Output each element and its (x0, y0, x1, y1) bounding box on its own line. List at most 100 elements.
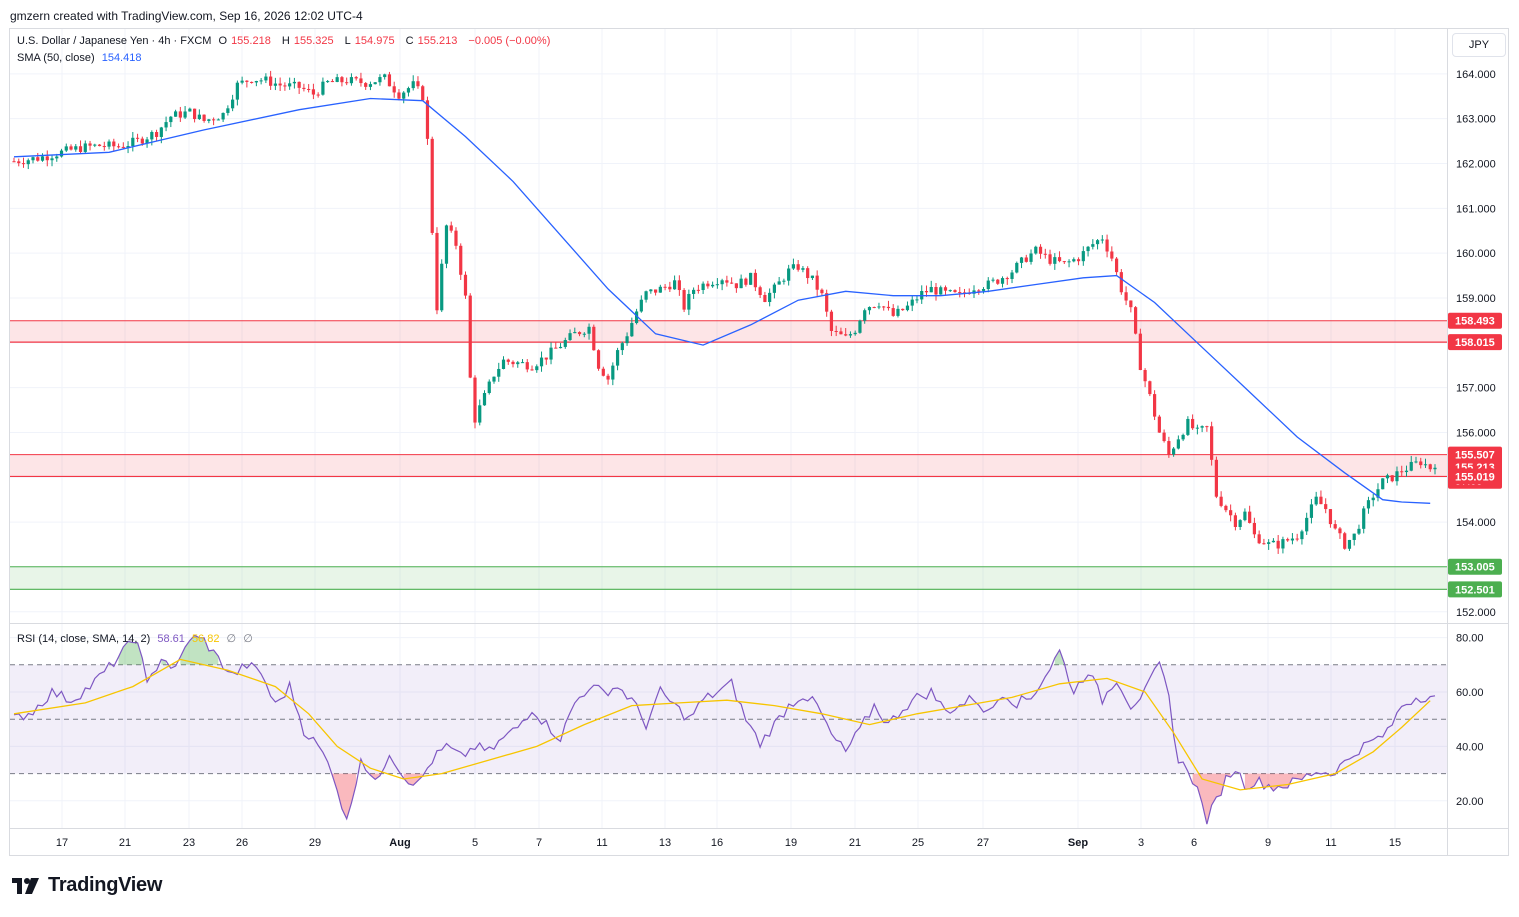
rsi-legend[interactable]: RSI (14, close, SMA, 14, 2) 58.61 56.82 … (17, 632, 257, 645)
candle-body-249 (1195, 427, 1199, 429)
candle-body-264 (1267, 542, 1271, 544)
candle-body-187 (901, 308, 905, 311)
candle-body-63 (311, 89, 316, 95)
candle-body-206 (991, 279, 995, 281)
candle-body-28 (145, 139, 149, 144)
currency-button[interactable]: JPY (1452, 33, 1506, 57)
candle-body-198 (953, 290, 957, 293)
time-tick-17: 6 (1191, 837, 1197, 849)
candle-body-120 (582, 333, 586, 335)
time-tick-1: 21 (119, 837, 131, 849)
candle-body-219 (1053, 257, 1057, 264)
candle-body-275 (1319, 496, 1323, 505)
candle-body-212 (1019, 257, 1024, 263)
candle-body-271 (1300, 531, 1304, 540)
tradingview-logo-icon (12, 877, 39, 894)
candle-body-79 (387, 74, 392, 87)
candle-body-56 (278, 83, 282, 86)
candle-body-38 (192, 108, 197, 120)
header-attribution: gmzern created with TradingView.com, Sep… (10, 9, 363, 23)
candle-body-222 (1067, 261, 1071, 263)
candle-body-81 (397, 92, 401, 99)
candle-body-190 (915, 299, 919, 301)
candle-body-221 (1062, 261, 1066, 263)
candle-body-167 (806, 268, 810, 279)
candle-body-204 (981, 289, 986, 291)
candle-body-149 (720, 280, 724, 285)
rsi-ma-value: 56.82 (191, 633, 220, 645)
candle-body-156 (753, 272, 757, 288)
candle-body-77 (378, 77, 382, 83)
candle-body-215 (1034, 246, 1038, 254)
candle-body-106 (516, 362, 520, 365)
candle-body-94 (459, 245, 463, 275)
candle-body-163 (787, 268, 791, 281)
time-tick-3: 26 (236, 837, 248, 849)
candle-body-159 (768, 292, 772, 302)
candle-body-84 (411, 81, 415, 89)
candle-body-102 (497, 368, 501, 377)
candle-body-258 (1238, 520, 1242, 527)
candle-body-290 (1390, 475, 1394, 482)
candle-body-298 (1428, 464, 1432, 470)
rsi-extra-2: ∅ (243, 633, 253, 645)
candle-body-13 (74, 146, 78, 150)
candle-body-229 (1100, 239, 1104, 241)
candle-body-235 (1129, 300, 1133, 308)
sma-legend[interactable]: SMA (50, close) 154.418 (17, 52, 145, 64)
candle-body-44 (221, 112, 225, 120)
candle-body-42 (212, 119, 216, 121)
candle-body-160 (772, 284, 777, 293)
candle-body-277 (1328, 509, 1333, 525)
candle-body-148 (715, 284, 719, 286)
rsi-line (13, 634, 1436, 825)
candle-body-93 (454, 230, 458, 246)
candle-body-37 (188, 108, 192, 112)
candle-body-119 (577, 332, 582, 335)
rsi-value: 58.61 (157, 633, 185, 645)
candle-body-285 (1366, 500, 1371, 509)
price-label-1: 158.015 (1455, 337, 1495, 349)
candle-body-95 (463, 274, 468, 296)
price-label-box-6 (1448, 581, 1502, 598)
time-tick-9: 13 (659, 837, 671, 849)
candle-body-32 (164, 122, 168, 128)
candle-body-150 (725, 280, 729, 283)
tradingview-wordmark: TradingView (48, 874, 163, 896)
candle-body-207 (996, 279, 1000, 284)
candle-body-80 (392, 86, 396, 93)
candle-body-23 (121, 146, 125, 148)
candle-body-124 (601, 368, 605, 376)
candle-body-131 (634, 311, 639, 324)
candle-body-20 (107, 141, 111, 147)
rsi-tick-3: 20.00 (1456, 796, 1484, 808)
candle-body-250 (1200, 426, 1204, 428)
candle-body-183 (882, 306, 886, 308)
candle-body-98 (478, 405, 482, 423)
price-tick-10: 154.000 (1456, 517, 1496, 529)
candle-body-114 (554, 347, 558, 349)
candle-body-74 (364, 83, 368, 87)
candle-body-112 (544, 357, 548, 360)
candle-body-193 (929, 286, 933, 293)
candle-body-154 (744, 278, 748, 285)
candle-body-51 (254, 80, 258, 83)
zone-resistance-1 (10, 454, 1447, 477)
candle-body-133 (644, 291, 648, 300)
candle-body-158 (763, 295, 767, 302)
candle-body-130 (630, 323, 634, 337)
candle-body-217 (1043, 253, 1047, 255)
candle-body-194 (934, 286, 938, 295)
candle-body-123 (596, 350, 601, 369)
candle-body-281 (1347, 539, 1352, 549)
rsi-extra-1: ∅ (226, 633, 237, 645)
candle-body-46 (231, 99, 235, 109)
time-tick-5: Aug (389, 837, 410, 849)
candle-body-64 (316, 94, 320, 96)
symbol-label[interactable]: U.S. Dollar / Japanese Yen · 4h · FXCM (17, 35, 212, 47)
candle-body-82 (402, 92, 406, 99)
candle-body-146 (706, 283, 710, 287)
candle-body-14 (78, 146, 83, 152)
candle-body-161 (777, 281, 781, 285)
